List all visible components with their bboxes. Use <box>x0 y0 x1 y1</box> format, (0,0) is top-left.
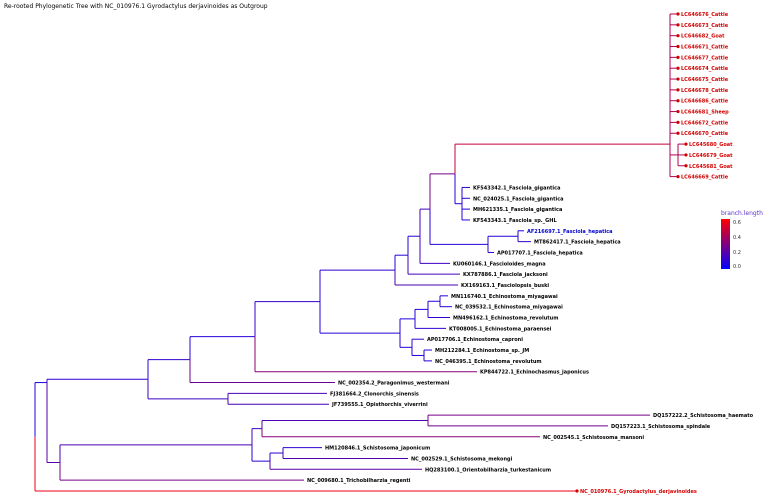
tip-point <box>676 99 680 103</box>
tip-label: LC646676_Cattle <box>681 12 729 18</box>
tip-label: LC646686_Cattle <box>681 99 729 105</box>
legend-tick: 0.4 <box>733 235 741 241</box>
tip-label: KU060146.1_Fascioloides_magna <box>453 261 546 267</box>
tip-label: LC646674_Cattle <box>681 66 729 72</box>
tip-label: KX787886.1_Fasciola_jacksoni <box>463 272 548 278</box>
tip-point <box>684 153 688 157</box>
tip-label: DQ157222.2_Schistosoma_haemato <box>653 413 754 419</box>
tip-point <box>676 131 680 135</box>
tip-label: NC_010976.1_Gyrodactylus_derjavinoides <box>580 489 697 495</box>
plot-title: Re-rooted Phylogenetic Tree with NC_0109… <box>4 3 268 10</box>
tip-label: LC645681_Goat <box>689 164 733 170</box>
tip-label: AP017707.1_Fasciola_hepatica <box>497 250 583 256</box>
legend-colorbar <box>721 219 730 269</box>
tip-label: LC646673_Cattle <box>681 23 729 29</box>
tip-label: MN496162.1_Echinostoma_revolutum <box>453 316 558 322</box>
tip-label: LC646679_Goat <box>689 153 733 159</box>
tip-label: KX169163.1_Fasciolopsis_buski <box>461 283 549 289</box>
tip-label: NC_009680.1_Trichobilharzia_regenti <box>307 478 411 484</box>
tip-point <box>684 164 688 168</box>
tip-label: NC_046395.1_Echinostoma_revolutum <box>435 359 542 365</box>
tip-label: LC646678_Cattle <box>681 88 729 94</box>
legend-title: branch.length <box>721 210 763 217</box>
legend-body: 0.6 0.4 0.2 0.0 <box>721 219 763 270</box>
tip-label: LC646672_Cattle <box>681 120 729 126</box>
tip-point <box>676 77 680 81</box>
tip-label: MH212284.1_Echinostoma_sp._JM <box>435 348 529 354</box>
tip-label: KF543343.1_Fasciola_sp._GHL <box>473 218 557 224</box>
tip-label: MH621335.1_Fasciola_gigantica <box>473 207 562 213</box>
tip-label: FJ381664.2_Clonorchis_sinensis <box>330 391 419 397</box>
tip-point <box>575 489 579 493</box>
tip-label: LC646682_Goat <box>681 34 725 40</box>
tip-label: MT862417.1_Fasciola_hepatica <box>534 240 621 246</box>
tip-label: LC646670_Cattle <box>681 131 729 137</box>
tip-point <box>676 120 680 124</box>
tip-point <box>676 55 680 59</box>
tip-point <box>676 66 680 70</box>
tip-label: MN116740.1_Echinostoma_miyagawai <box>451 294 558 300</box>
tip-label: KF543342.1_Fasciola_gigantica <box>473 185 560 191</box>
tip-label: HM120846.1_Schistosoma_japonicum <box>325 446 430 452</box>
tip-label: LC646669_Cattle <box>681 175 729 181</box>
tip-label: LC646675_Cattle <box>681 77 729 83</box>
tip-point <box>684 142 688 146</box>
tip-point <box>676 88 680 92</box>
tip-label: LC646681_Sheep <box>681 110 729 116</box>
tip-label: LC646671_Cattle <box>681 45 729 51</box>
tip-point <box>676 34 680 38</box>
tip-point <box>676 12 680 16</box>
tip-label: LC645680_Goat <box>689 142 733 148</box>
tip-point <box>676 109 680 114</box>
tip-label: NC_024025.1_Fasciola_gigantica <box>473 196 564 202</box>
tip-point <box>676 23 680 27</box>
legend-tick: 0.6 <box>733 220 741 226</box>
tip-label: LC646677_Cattle <box>681 55 729 61</box>
tip-label: KP844722.1_Echinochasmus_japonicus <box>480 370 589 376</box>
branch-length-legend: branch.length 0.6 0.4 0.2 0.0 <box>721 210 763 270</box>
tip-label: JF739555.1_Opisthorchis_viverrini <box>331 402 428 408</box>
tip-label: HQ283100.1_Orientobilharzia_turkestanicu… <box>425 467 551 473</box>
tip-label: NC_002545.1_Schistosoma_mansoni <box>543 435 644 441</box>
tip-label: NC_039532.1_Echinostoma_miyagawai <box>455 305 563 311</box>
tip-label: KT008005.1_Echinostoma_paraensei <box>449 326 552 332</box>
legend-tick: 0.0 <box>733 264 741 270</box>
tip-label: NC_002529.1_Schistosoma_mekongi <box>411 456 513 462</box>
tip-label: AP017706.1_Echinostoma_caproni <box>427 337 523 343</box>
tip-point <box>676 175 680 179</box>
tip-label: AF216697.1_Fasciola_hepatica <box>527 229 613 235</box>
tip-label: NC_002354.2_Paragonimus_westermani <box>338 381 450 387</box>
legend-tick: 0.2 <box>733 250 741 256</box>
tip-label: DQ157223.1_Schistosoma_spindale <box>611 424 711 430</box>
tip-point <box>676 44 680 49</box>
